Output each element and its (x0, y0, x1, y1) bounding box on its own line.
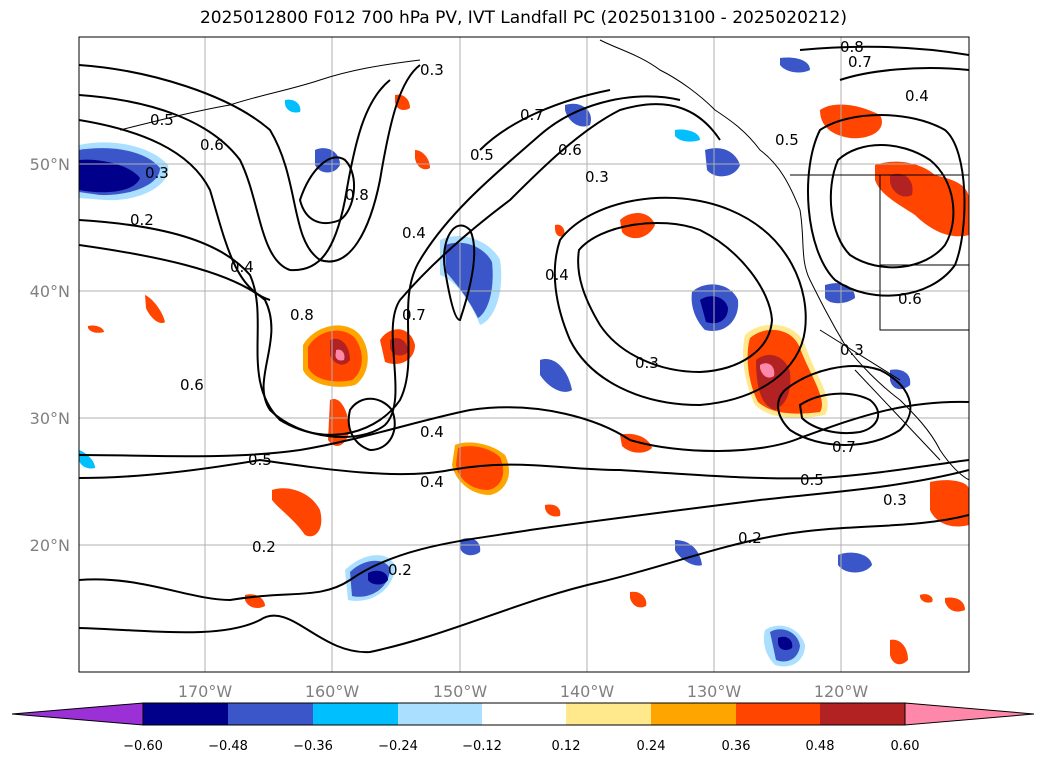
contour-label: 0.4 (230, 258, 254, 276)
contour-label: 0.2 (130, 211, 154, 229)
contour-label: 0.4 (420, 423, 444, 441)
contour-label: 0.4 (905, 87, 929, 105)
map-gridlines (79, 37, 969, 672)
pv-contours (79, 45, 969, 654)
lon-label: 160°W (305, 682, 360, 701)
lon-label: 150°W (433, 682, 488, 701)
colorbar-segment (820, 703, 905, 725)
colorbar-segment (143, 703, 228, 725)
colorbar-segment (736, 703, 820, 725)
map-background (79, 37, 969, 672)
lon-label: 170°W (178, 682, 233, 701)
colorbar-tick-label: 0.48 (806, 739, 835, 754)
contour-label: 0.4 (545, 266, 569, 284)
latitude-labels: 20°N 30°N 40°N 50°N (30, 155, 70, 555)
colorbar-extend-low (11, 702, 144, 726)
colorbar-segment (482, 703, 566, 725)
contour-label: 0.2 (252, 538, 276, 556)
contour-label: 0.3 (585, 168, 609, 186)
lat-label: 40°N (30, 282, 70, 301)
map-frame (78, 36, 970, 673)
contour-label: 0.6 (180, 376, 204, 394)
colorbar-segment (228, 703, 313, 725)
colorbar-tick-label: −0.36 (293, 739, 333, 754)
contour-label: 0.8 (290, 306, 314, 324)
contour-label: 0.3 (840, 341, 864, 359)
negative-anomaly-shading (79, 57, 911, 667)
contour-label-group: 0.2 0.2 0.2 0.2 0.3 0.3 0.3 0.3 0.3 0.3 … (130, 38, 929, 579)
contour-label: 0.6 (200, 136, 224, 154)
colorbar-tick-label: −0.48 (208, 739, 248, 754)
contour-label: 0.2 (388, 561, 412, 579)
contour-label: 0.5 (800, 471, 824, 489)
contour-label: 0.7 (520, 106, 544, 124)
contour-label: 0.4 (420, 473, 444, 491)
lon-label: 140°W (560, 682, 615, 701)
figure-title: 2025012800 F012 700 hPa PV, IVT Landfall… (199, 8, 847, 28)
longitude-labels: 170°W 160°W 150°W 140°W 130°W 120°W (178, 682, 869, 701)
contour-label: 0.7 (402, 306, 426, 324)
contour-label: 0.8 (345, 186, 369, 204)
contour-label: 0.5 (775, 131, 799, 149)
contour-label: 0.4 (402, 224, 426, 242)
contour-label: 0.3 (883, 491, 907, 509)
contour-label: 0.6 (558, 141, 582, 159)
colorbar-tick-label: −0.24 (378, 739, 418, 754)
contour-label: 0.6 (898, 290, 922, 308)
lon-label: 120°W (814, 682, 869, 701)
colorbar-tick-label: 0.24 (637, 739, 666, 754)
contour-label: 0.2 (738, 529, 762, 547)
colorbar-tick-label: −0.60 (123, 739, 163, 754)
contour-label: 0.3 (145, 164, 169, 182)
colorbar-segment (398, 703, 482, 725)
colorbar-tick-label: −0.12 (462, 739, 502, 754)
colorbar-frame (142, 702, 906, 726)
contour-label: 0.8 (840, 38, 864, 56)
colorbar-extend-high (904, 702, 1035, 726)
coastlines (119, 39, 969, 481)
colorbar-segment (566, 703, 651, 725)
contour-label: 0.7 (848, 53, 872, 71)
contour-label: 0.3 (635, 354, 659, 372)
contour-label: 0.5 (470, 146, 494, 164)
colorbar: −0.60 −0.48 −0.36 −0.24 −0.12 0.12 0.24 … (11, 702, 1035, 754)
colorbar-tick-label: 0.36 (722, 739, 751, 754)
lat-label: 30°N (30, 409, 70, 428)
contour-label: 0.7 (832, 438, 856, 456)
contour-label: 0.5 (248, 451, 272, 469)
colorbar-tick-label: 0.12 (552, 739, 581, 754)
colorbar-segment (651, 703, 736, 725)
lat-label: 20°N (30, 536, 70, 555)
colorbar-tick-label: 0.60 (891, 739, 920, 754)
lon-label: 130°W (687, 682, 742, 701)
colorbar-segment (313, 703, 398, 725)
contour-label: 0.3 (420, 61, 444, 79)
contour-label: 0.5 (150, 111, 174, 129)
lat-label: 50°N (30, 155, 70, 174)
